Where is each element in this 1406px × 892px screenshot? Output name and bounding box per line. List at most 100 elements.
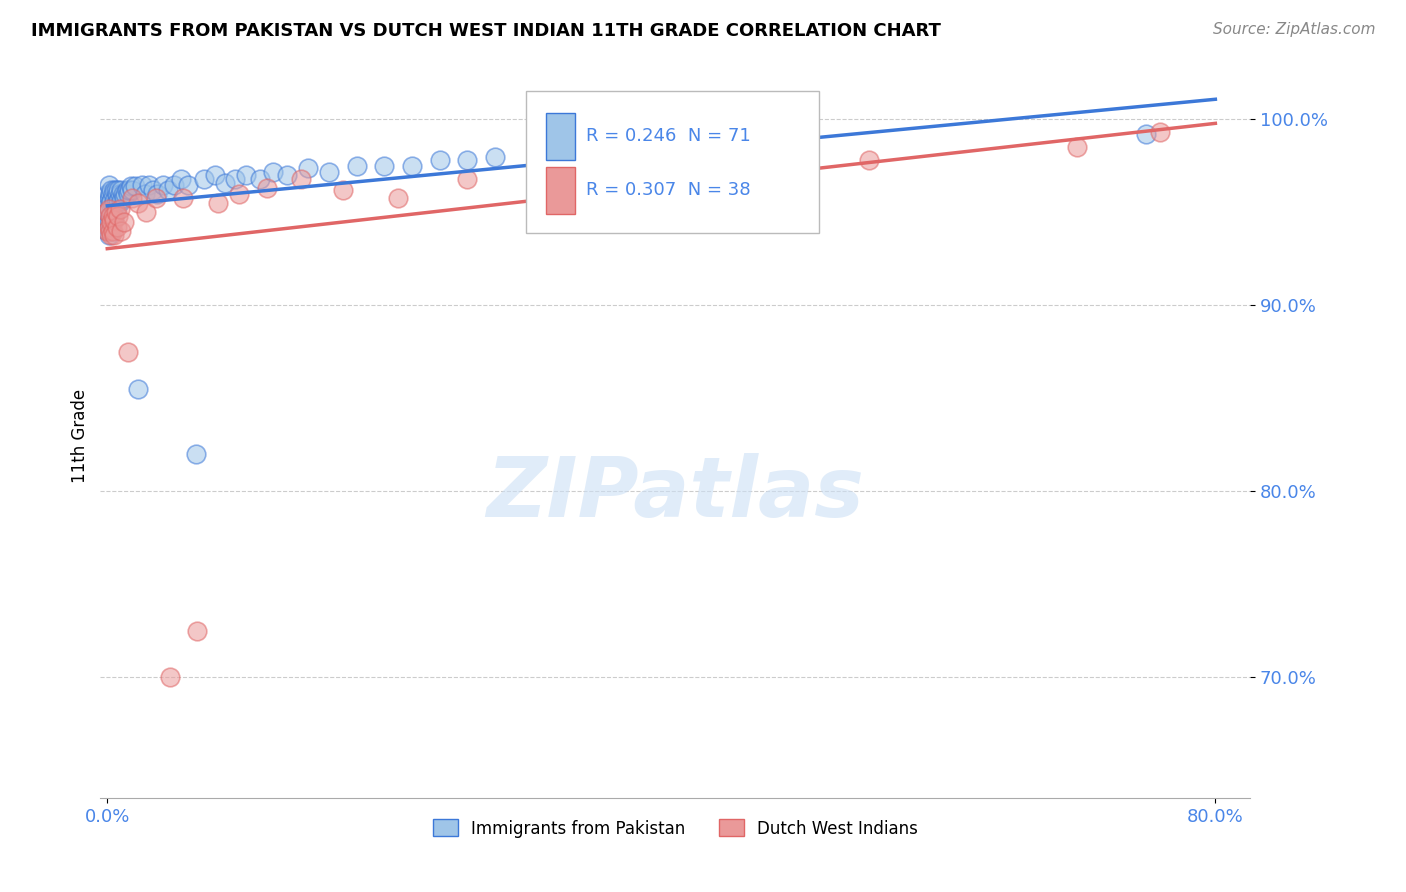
Point	[112, 215, 135, 229]
Point	[100, 227, 122, 242]
Point	[157, 183, 180, 197]
Point	[101, 198, 124, 212]
Point	[96, 186, 118, 201]
Point	[97, 215, 120, 229]
Point	[163, 178, 186, 192]
Point	[104, 196, 127, 211]
Point	[97, 190, 120, 204]
Point	[145, 190, 167, 204]
Point	[401, 159, 423, 173]
Point	[276, 168, 298, 182]
Point	[134, 186, 156, 201]
Point	[97, 220, 120, 235]
Point	[98, 196, 121, 211]
Point	[332, 183, 354, 197]
Bar	[547, 168, 575, 214]
Point	[204, 168, 226, 182]
Text: R = 0.246  N = 71: R = 0.246 N = 71	[585, 127, 751, 145]
Point	[110, 194, 132, 209]
Point	[127, 382, 149, 396]
Point	[98, 186, 121, 201]
Point	[1066, 140, 1088, 154]
Point	[115, 183, 138, 197]
Point	[118, 183, 141, 197]
Point	[101, 224, 124, 238]
Point	[290, 172, 312, 186]
Point	[98, 220, 121, 235]
Point	[121, 183, 143, 197]
Text: ZIPatlas: ZIPatlas	[486, 453, 865, 534]
Point	[103, 227, 125, 242]
Point	[138, 178, 160, 192]
Point	[103, 212, 125, 227]
Point	[112, 190, 135, 204]
Text: IMMIGRANTS FROM PAKISTAN VS DUTCH WEST INDIAN 11TH GRADE CORRELATION CHART: IMMIGRANTS FROM PAKISTAN VS DUTCH WEST I…	[31, 22, 941, 40]
Point	[387, 190, 409, 204]
Point	[256, 181, 278, 195]
Point	[97, 227, 120, 242]
Point	[176, 178, 198, 192]
Point	[96, 205, 118, 219]
Point	[100, 183, 122, 197]
Point	[98, 209, 121, 223]
Point	[214, 176, 236, 190]
Point	[97, 178, 120, 192]
Point	[456, 153, 478, 168]
Point	[456, 172, 478, 186]
Point	[135, 205, 157, 219]
Point	[104, 183, 127, 197]
Point	[1135, 128, 1157, 142]
Point	[101, 212, 124, 227]
Point	[100, 209, 122, 223]
Point	[186, 624, 208, 638]
Point	[858, 153, 880, 168]
Point	[107, 183, 129, 197]
Legend: Immigrants from Pakistan, Dutch West Indians: Immigrants from Pakistan, Dutch West Ind…	[426, 813, 924, 844]
Y-axis label: 11th Grade: 11th Grade	[72, 389, 89, 483]
Point	[107, 194, 129, 209]
Point	[96, 224, 118, 238]
Bar	[547, 113, 575, 160]
Point	[170, 172, 193, 186]
FancyBboxPatch shape	[526, 91, 818, 233]
Point	[373, 159, 395, 173]
Point	[146, 186, 169, 201]
Point	[104, 205, 127, 219]
Point	[100, 215, 122, 229]
Point	[249, 172, 271, 186]
Point	[105, 200, 128, 214]
Text: Source: ZipAtlas.com: Source: ZipAtlas.com	[1212, 22, 1375, 37]
Point	[159, 670, 181, 684]
Point	[1149, 126, 1171, 140]
Point	[117, 344, 139, 359]
Point	[96, 205, 118, 219]
Point	[98, 224, 121, 238]
Point	[429, 153, 451, 168]
Point	[103, 183, 125, 197]
Point	[228, 186, 250, 201]
Point	[235, 168, 257, 182]
Point	[172, 190, 194, 204]
Point	[131, 178, 153, 192]
Point	[96, 215, 118, 229]
Point	[107, 209, 129, 223]
Point	[97, 202, 120, 216]
Point	[346, 159, 368, 173]
Point	[142, 183, 165, 197]
Point	[318, 164, 340, 178]
Point	[193, 172, 215, 186]
Point	[101, 209, 124, 223]
Point	[184, 447, 207, 461]
Point	[224, 172, 246, 186]
Point	[124, 179, 146, 194]
Point	[108, 186, 131, 201]
Point	[117, 186, 139, 201]
Point	[103, 209, 125, 223]
Point	[297, 161, 319, 175]
Point	[120, 179, 142, 194]
Point	[207, 196, 229, 211]
Point	[114, 186, 136, 201]
Point	[96, 224, 118, 238]
Point	[105, 220, 128, 235]
Point	[127, 196, 149, 211]
